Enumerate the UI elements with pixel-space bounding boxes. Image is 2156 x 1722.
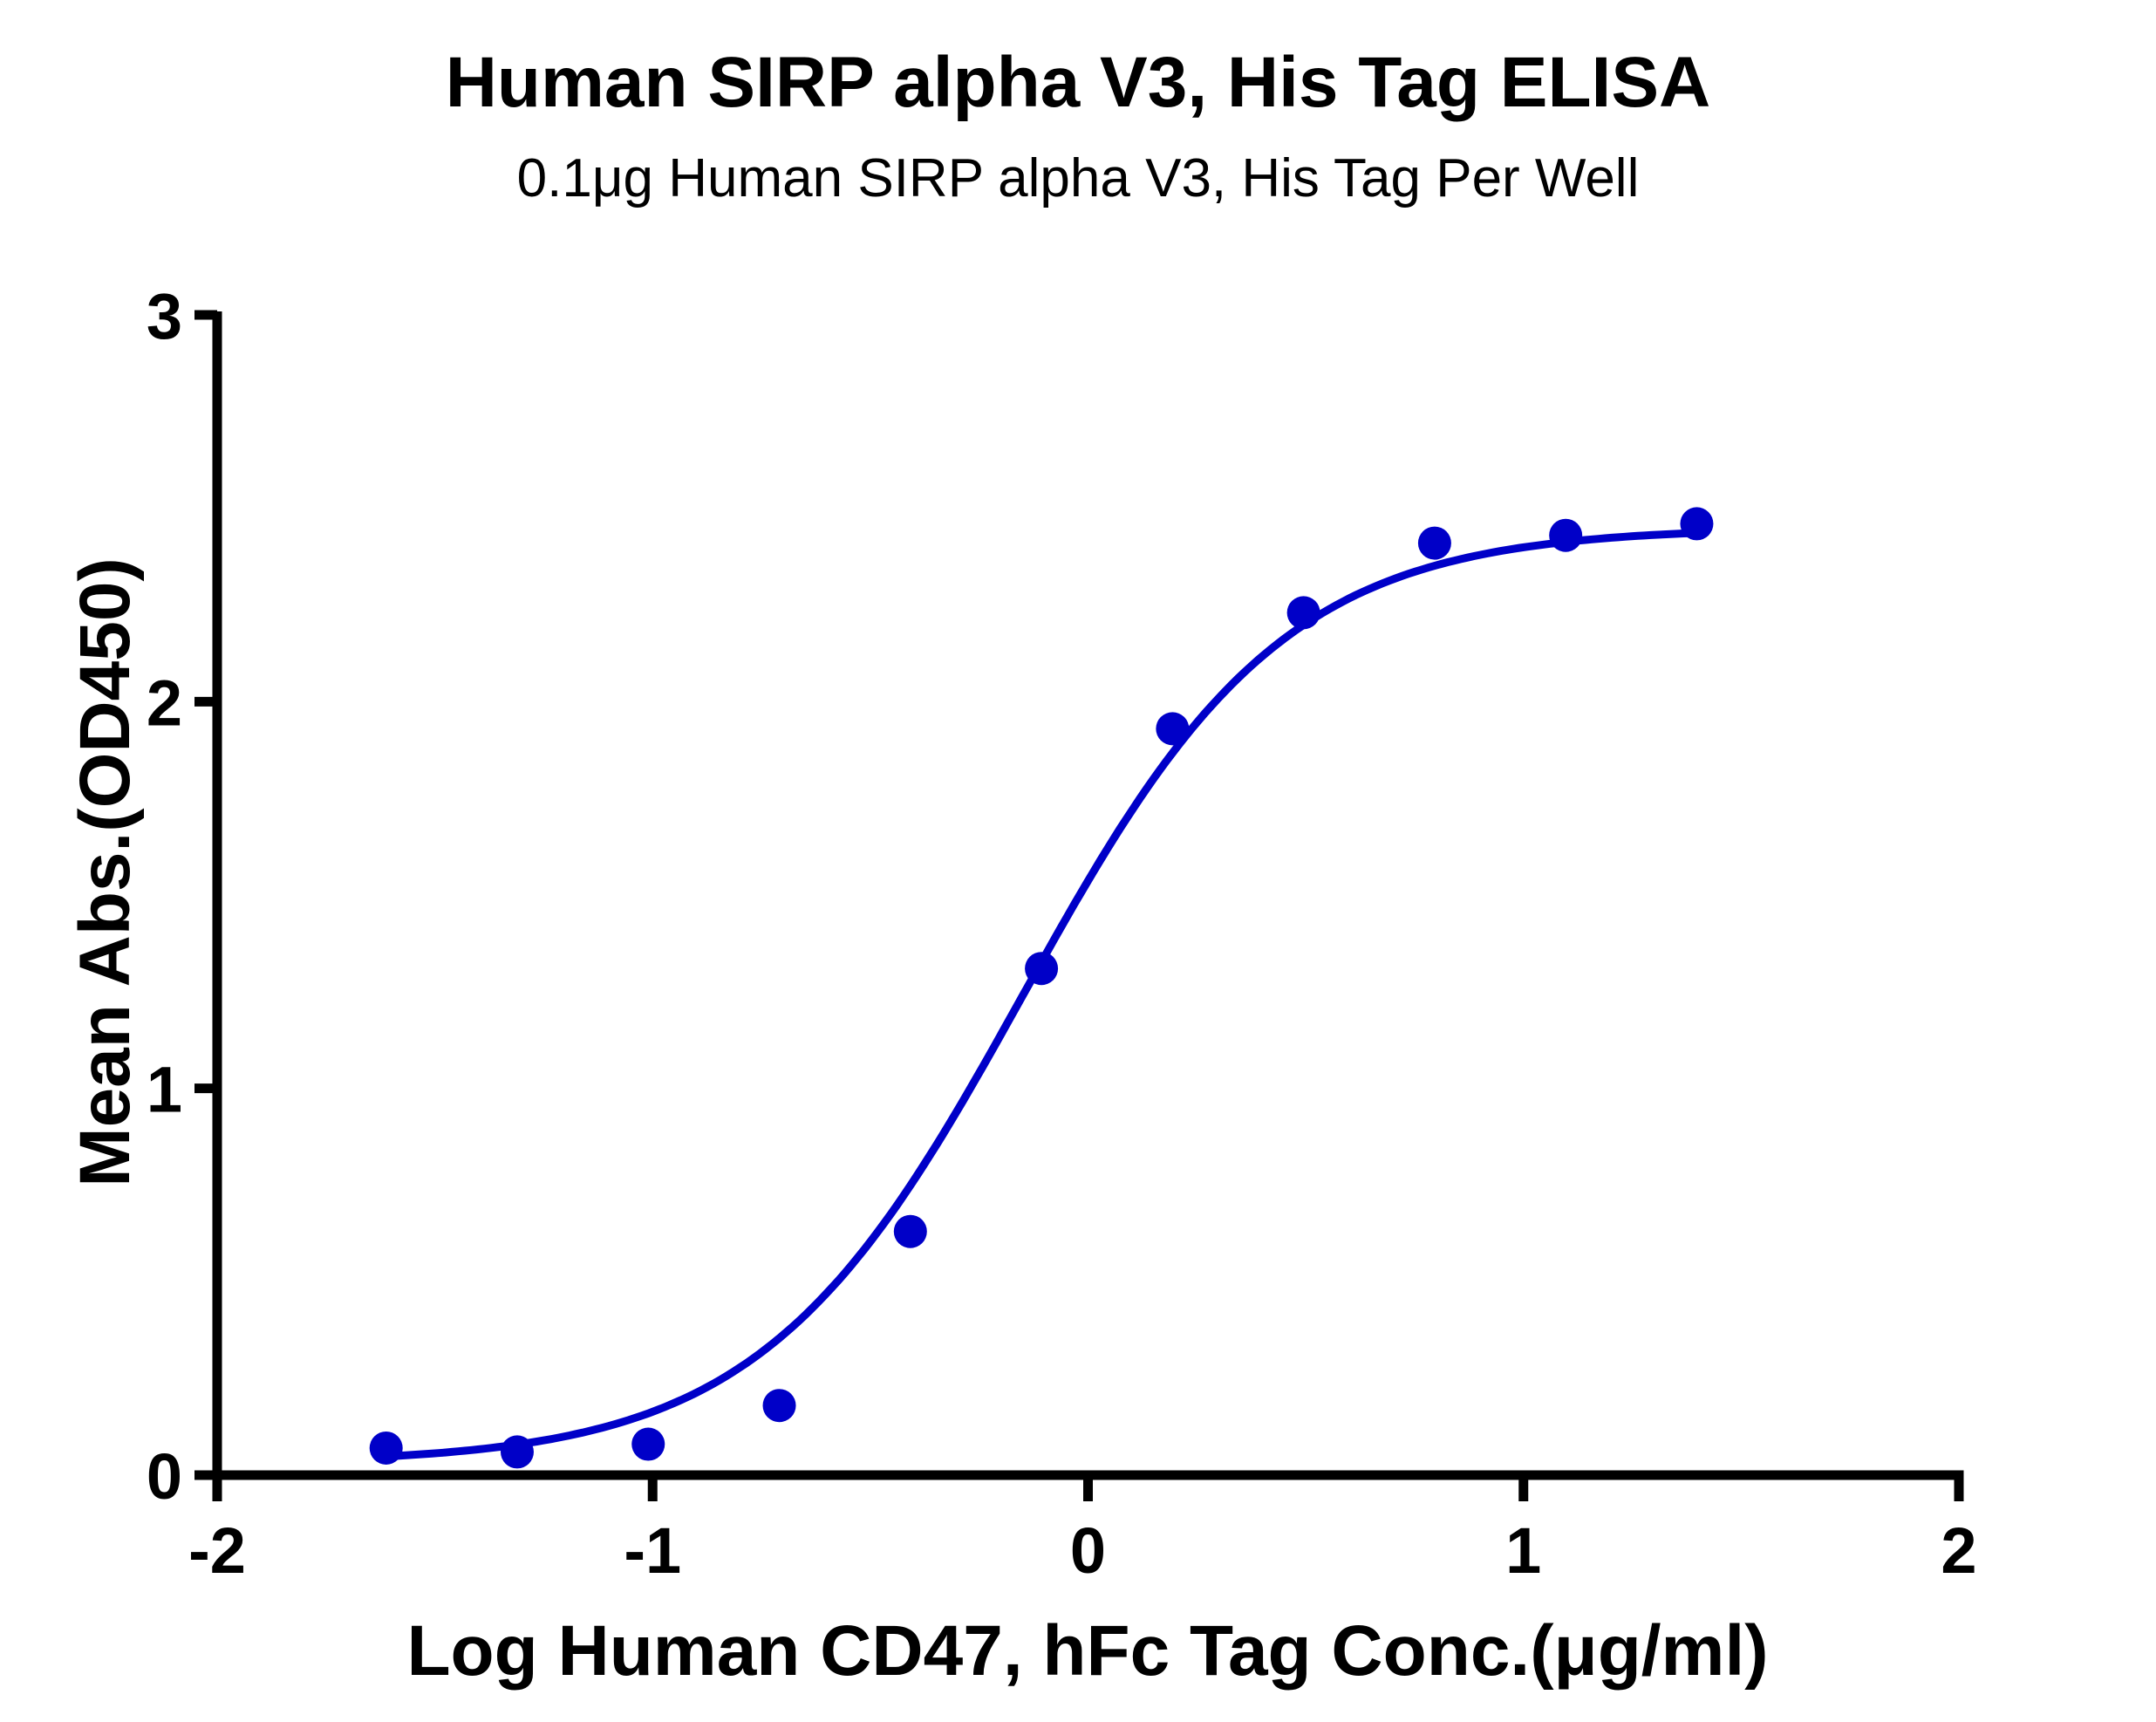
data-point <box>631 1427 665 1461</box>
plot-area: 0 1 2 3 -2 -1 0 1 2 <box>147 280 1977 1587</box>
data-point <box>1156 712 1190 746</box>
y-tick-label: 3 <box>147 280 182 352</box>
data-point <box>369 1431 403 1465</box>
data-point <box>1417 526 1451 560</box>
x-tick-label: 1 <box>1505 1514 1541 1587</box>
x-tick-label: -2 <box>188 1514 246 1587</box>
data-point <box>762 1389 796 1423</box>
x-tick-label: 0 <box>1070 1514 1106 1587</box>
data-point <box>1680 507 1714 541</box>
data-point <box>1549 518 1583 552</box>
fit-curve <box>382 529 1701 1461</box>
data-point <box>893 1214 927 1248</box>
y-tick-label: 2 <box>147 666 182 739</box>
y-axis-label: Mean Abs.(OD450) <box>65 557 145 1186</box>
chart-subtitle: 0.1μg Human SIRP alpha V3, His Tag Per W… <box>517 148 1640 208</box>
y-tick-label: 0 <box>147 1440 182 1513</box>
data-point <box>1286 596 1320 630</box>
data-point <box>500 1435 534 1469</box>
data-point <box>1025 952 1059 986</box>
x-tick-label: -1 <box>624 1514 681 1587</box>
x-tick-label: 2 <box>1941 1514 1976 1587</box>
y-tick-label: 1 <box>147 1054 182 1126</box>
chart-title: Human SIRP alpha V3, His Tag ELISA <box>446 43 1711 122</box>
x-axis-label: Log Human CD47, hFc Tag Conc.(μg/ml) <box>406 1611 1768 1691</box>
